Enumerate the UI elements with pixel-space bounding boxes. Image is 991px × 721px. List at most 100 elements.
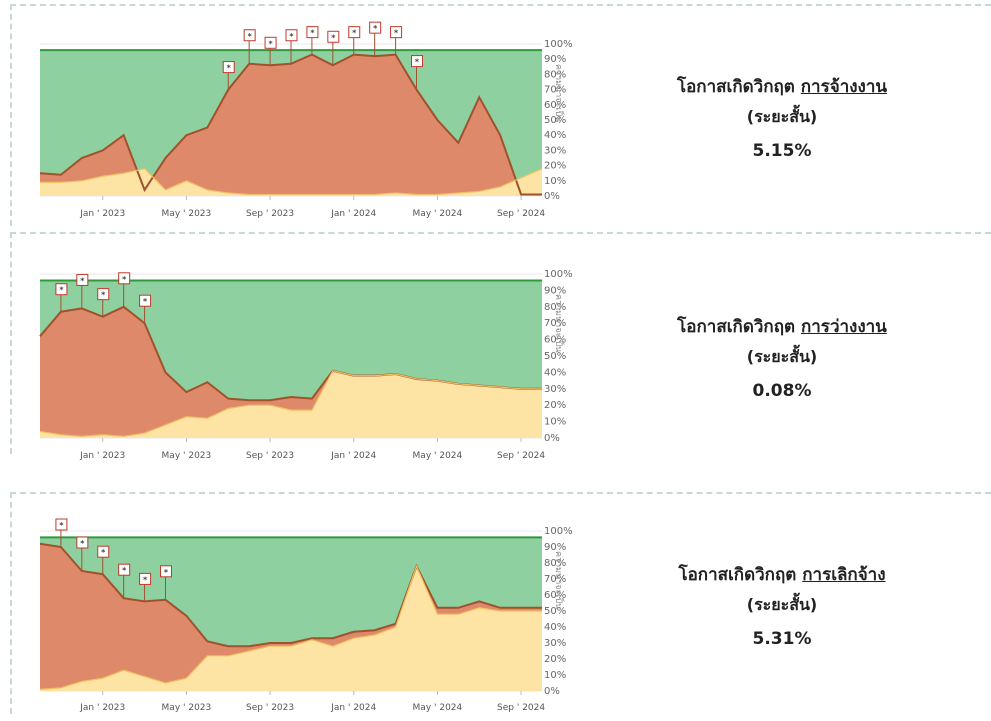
series-low-line: [40, 167, 543, 196]
y-tick-label: 90%: [544, 54, 566, 65]
flag-marker[interactable]: [76, 536, 89, 549]
panel-unemployment: 0% 10% 20% 30% 40% 50% 60% 70% 80% 90% 100% ความน่า…: [10, 232, 991, 461]
y-tick-label: 0%: [544, 433, 560, 444]
x-tick-label: Jan ' 2023: [79, 209, 125, 219]
flag-label: *: [352, 29, 357, 38]
series-mid-area: [40, 306, 542, 437]
series-low-line: [39, 564, 542, 690]
flag-label: *: [289, 32, 294, 41]
label-value: 5.15%: [752, 141, 812, 161]
flag-label: *: [143, 297, 148, 306]
flag-marker[interactable]: [139, 572, 152, 585]
y-tick-label: 100%: [544, 526, 572, 537]
series-low-area: [40, 566, 542, 691]
label-title: โอกาสเกิดวิกฤต การว่างงาน: [677, 317, 887, 337]
flag-marker[interactable]: [222, 61, 235, 74]
series-mid-area: [40, 543, 542, 690]
flag-label: *: [164, 568, 169, 577]
x-tick-label: Sep ' 2024: [497, 703, 545, 713]
y-tick-label: 80%: [544, 302, 566, 313]
y-tick-label: 70%: [544, 574, 566, 585]
y-tick-label: 20%: [544, 400, 566, 411]
x-tick-label: May ' 2024: [413, 209, 463, 219]
x-tick-label: May ' 2023: [162, 209, 212, 219]
y-tick-label: 40%: [544, 130, 566, 141]
y-tick-label: 40%: [544, 367, 566, 378]
flag-label: *: [394, 29, 399, 38]
series-low-line: [39, 370, 542, 437]
flag-marker[interactable]: [327, 30, 340, 43]
flag-label: *: [331, 33, 336, 42]
flag-label: *: [80, 276, 85, 285]
x-tick-label: May ' 2023: [162, 703, 212, 713]
flag-marker[interactable]: [139, 294, 152, 307]
label-term: (ระยะสั้น): [746, 595, 818, 614]
y-tick-label: 10%: [544, 670, 566, 681]
y-axis-title: ความน่าจะเป็น: [553, 294, 566, 352]
flag-label: *: [80, 539, 85, 548]
flag-marker[interactable]: [118, 563, 131, 576]
y-tick-label: 30%: [544, 384, 566, 395]
flag-label: *: [373, 24, 378, 33]
flag-marker[interactable]: [243, 29, 256, 42]
flag-marker[interactable]: [118, 272, 131, 285]
flag-marker[interactable]: [76, 273, 89, 286]
flag-label: *: [310, 29, 315, 38]
label-unemployment: โอกาสเกิดวิกฤต การว่างงาน (ระยะสั้น) 0.0…: [602, 314, 962, 408]
y-tick-label: 80%: [544, 558, 566, 569]
label-topic: การว่างงาน: [800, 317, 887, 337]
flag-label: *: [415, 58, 420, 67]
flag-marker[interactable]: [390, 26, 403, 39]
flag-marker[interactable]: [264, 36, 277, 49]
x-tick-label: Jan ' 2024: [330, 703, 376, 713]
y-tick-label: 100%: [544, 269, 572, 280]
label-title: โอกาสเกิดวิกฤต การเลิกจ้าง: [678, 565, 886, 585]
y-tick-label: 60%: [544, 100, 566, 111]
y-tick-label: 30%: [544, 638, 566, 649]
x-tick-label: Sep ' 2024: [497, 451, 545, 461]
flag-marker[interactable]: [369, 21, 382, 34]
flag-label: *: [227, 64, 232, 73]
chart-employment: 0% 10% 20% 30% 40% 50% 60% 70% 80% 90% 100% ความน่า…: [39, 21, 572, 219]
panel-employment: 0% 10% 20% 30% 40% 50% 60% 70% 80% 90% 100% ความน่า…: [10, 4, 991, 226]
flag-label: *: [101, 548, 106, 557]
x-tick-label: May ' 2024: [413, 703, 463, 713]
x-tick-label: May ' 2024: [413, 451, 463, 461]
panel-layoff: 0% 10% 20% 30% 40% 50% 60% 70% 80% 90% 100% ความน่า…: [10, 492, 991, 714]
series-low-area: [40, 370, 542, 438]
y-tick-label: 40%: [544, 622, 566, 633]
label-term: (ระยะสั้น): [746, 107, 818, 126]
label-employment: โอกาสเกิดวิกฤต การจ้างงาน (ระยะสั้น) 5.1…: [602, 74, 962, 168]
y-tick-label: 70%: [544, 85, 566, 96]
flag-marker[interactable]: [160, 565, 172, 578]
flag-marker[interactable]: [55, 518, 68, 531]
flag-label: *: [101, 291, 106, 300]
y-tick-label: 0%: [544, 191, 560, 202]
flag-label: *: [59, 286, 64, 295]
flag-label: *: [59, 521, 64, 530]
label-value: 5.31%: [752, 629, 812, 649]
flag-marker[interactable]: [97, 545, 110, 558]
y-tick-label: 100%: [544, 39, 572, 50]
flag-label: *: [122, 275, 127, 284]
flag-label: *: [122, 566, 127, 575]
y-tick-label: 30%: [544, 145, 566, 156]
x-tick-label: Sep ' 2024: [497, 209, 545, 219]
label-term: (ระยะสั้น): [746, 347, 818, 366]
flag-label: *: [248, 32, 253, 41]
y-tick-label: 10%: [544, 417, 566, 428]
flag-marker[interactable]: [285, 29, 298, 42]
flag-marker[interactable]: [55, 283, 68, 296]
label-value: 0.08%: [752, 381, 812, 401]
x-tick-label: Sep ' 2023: [246, 209, 294, 219]
flag-marker[interactable]: [348, 26, 361, 39]
label-title: โอกาสเกิดวิกฤต การจ้างงาน: [676, 77, 888, 97]
flag-marker[interactable]: [306, 26, 319, 39]
y-tick-label: 80%: [544, 69, 566, 80]
flag-marker[interactable]: [411, 55, 423, 68]
y-tick-label: 0%: [544, 686, 560, 697]
y-tick-label: 20%: [544, 654, 566, 665]
flag-marker[interactable]: [97, 288, 110, 301]
y-tick-label: 50%: [544, 351, 566, 362]
x-tick-label: May ' 2023: [162, 451, 212, 461]
